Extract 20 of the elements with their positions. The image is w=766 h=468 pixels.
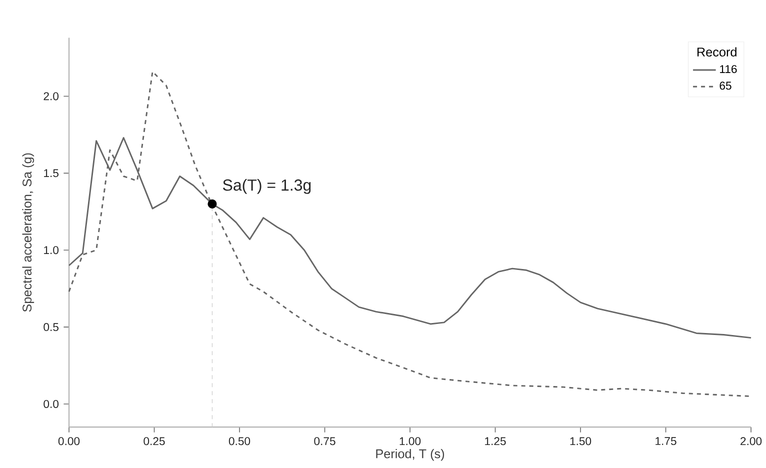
x-tick-label: 2.00 [740, 437, 762, 446]
y-tick-label: 1.0 [44, 246, 59, 254]
y-tick-label: 2.0 [44, 92, 59, 100]
legend-label: 65 [720, 82, 732, 90]
x-tick-label: 1.25 [485, 437, 506, 446]
x-tick-label: 0.75 [314, 437, 336, 446]
x-tick-label: 0.00 [58, 437, 80, 446]
x-tick-label: 0.25 [144, 437, 165, 446]
x-axis-title: Period, T (s) [376, 448, 444, 461]
x-tick-label: 1.75 [656, 437, 676, 446]
y-tick-label: 0.0 [44, 400, 59, 408]
x-tick-label: 1.00 [400, 437, 421, 446]
legend-title: Record [697, 47, 736, 57]
legend-label: 116 [720, 65, 737, 74]
x-tick-label: 0.50 [228, 437, 250, 446]
x-tick-label: 1.50 [570, 437, 592, 446]
annotation: Sa(T) = 1.3g [223, 178, 311, 194]
y-axis-title: Spectral acceleration, Sa (g) [22, 153, 34, 312]
y-tick-label: 0.5 [44, 323, 58, 332]
y-tick-label: 1.5 [44, 169, 58, 178]
